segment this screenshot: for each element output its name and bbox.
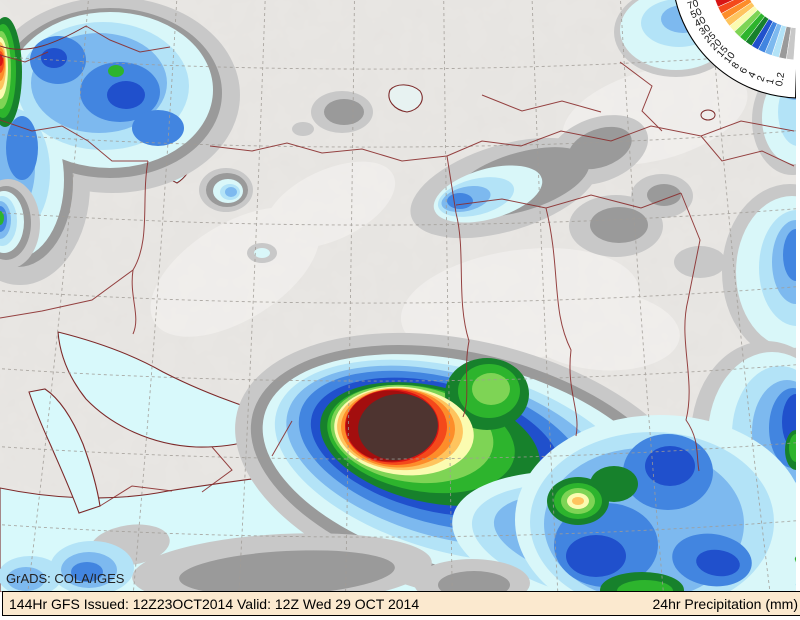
precip-contour-band [674, 246, 726, 278]
mountain-lake-outline [700, 109, 716, 121]
legend-tick-label: 8 [730, 60, 743, 71]
precip-contour-band [647, 184, 681, 206]
precip-contour-band [590, 207, 648, 243]
country-borders [0, 25, 795, 507]
precipitation-map-canvas: 907050403025201510864210.2 [0, 0, 796, 592]
meridian-line [132, 0, 178, 592]
legend-color-band [786, 27, 796, 61]
precip-contour-band [568, 126, 632, 170]
precip-contour-band [41, 48, 67, 68]
meridian-line [27, 0, 89, 592]
parallel-line [0, 52, 796, 70]
legend-tick-label: 6 [738, 65, 751, 75]
precip-contour-band [225, 187, 237, 197]
footer-variable-label: 24hr Precipitation (mm) [652, 595, 799, 612]
precip-contour-band [324, 99, 364, 125]
precip-contour-band [447, 193, 473, 209]
precip-contour-band [292, 122, 314, 136]
meridian-line [620, 0, 664, 592]
precipitation-shading [0, 0, 796, 592]
precip-contour-band [7, 567, 45, 591]
precip-contour-band [572, 497, 584, 505]
precip-contour-band [789, 434, 796, 462]
footer-bar: 144Hr GFS Issued: 12Z23OCT2014 Valid: 12… [2, 591, 800, 616]
meridian-line [443, 0, 453, 592]
parallel-line [0, 208, 796, 226]
meridian-line [531, 0, 559, 592]
grads-watermark: GrADS: COLA/IGES [6, 571, 125, 586]
meridian-line [345, 0, 355, 592]
parallel-line [0, 286, 796, 304]
parallel-line [0, 364, 796, 382]
precip-contour-band [254, 248, 270, 258]
precip-contour-band [179, 550, 395, 592]
aral-sea [388, 84, 423, 113]
coastline-details [0, 25, 716, 121]
footer-issued-valid-text: 144Hr GFS Issued: 12Z23OCT2014 Valid: 12… [9, 595, 420, 612]
precip-contour-band [108, 65, 124, 77]
precip-contour-band [0, 211, 4, 225]
precip-contour-band [438, 571, 510, 592]
meridian-line [238, 0, 266, 592]
precip-contour-band [132, 110, 184, 146]
legend-tick-label: 50 [689, 6, 704, 21]
precip-contour-band [71, 562, 103, 582]
precip-contour-band [783, 229, 796, 281]
legend-tick-label: 4 [747, 70, 759, 80]
legend-tick-label: 1 [765, 77, 777, 85]
precip-contour-band [617, 580, 673, 592]
precip-contour-band [358, 393, 438, 461]
legend-tick-label: 40 [693, 15, 708, 30]
parallel-line [0, 130, 796, 148]
parallel-line [0, 520, 796, 538]
precip-contour-band [645, 446, 695, 486]
precip-contour-band [696, 549, 740, 577]
legend-tick-label: 90 [684, 0, 698, 3]
legend-tick-label: 0.2 [774, 71, 787, 87]
legend-fan: 907050403025201510864210.2 [675, 0, 796, 99]
legend-tick-label: 70 [686, 0, 701, 12]
parallel-line [0, 442, 796, 460]
precip-contour-band [472, 373, 510, 405]
precip-contour-band [107, 81, 145, 109]
graticule [0, 0, 796, 592]
precip-contour-band [566, 535, 626, 577]
legend-tick-label: 2 [755, 74, 767, 83]
precip-contour-band [6, 116, 38, 180]
meridian-line [709, 0, 771, 592]
